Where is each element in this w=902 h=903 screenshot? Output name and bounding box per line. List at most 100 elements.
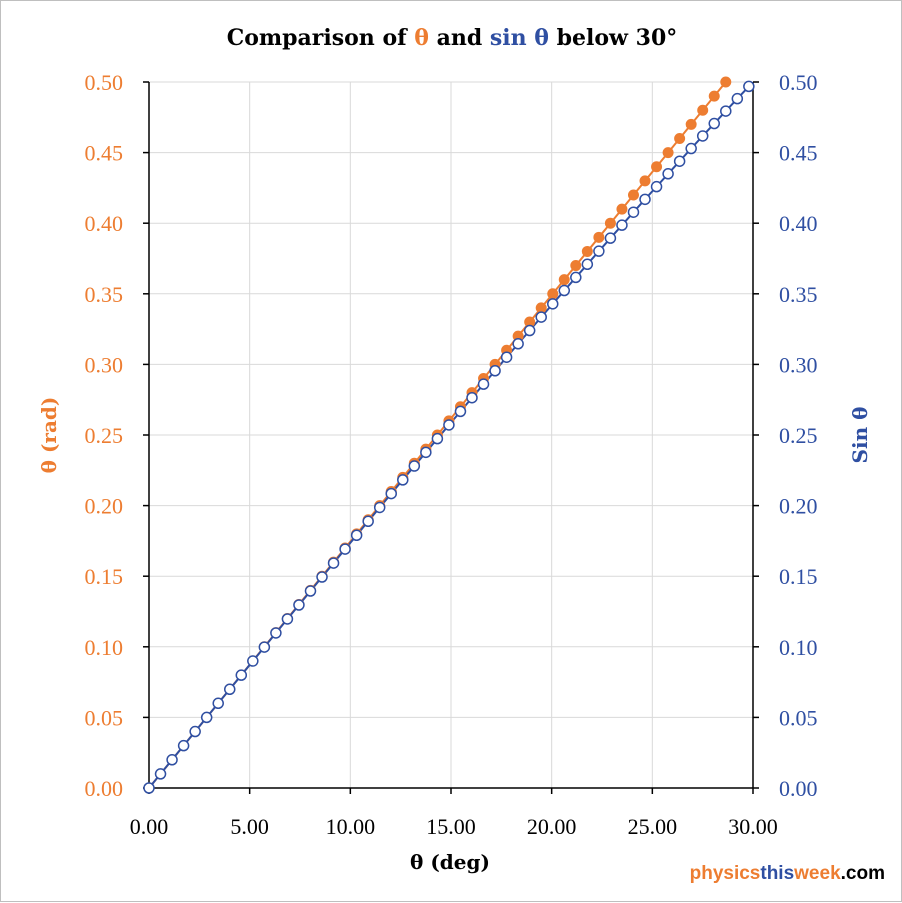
watermark-this: this: [760, 863, 794, 884]
data-point-sin: [397, 474, 409, 486]
data-point-theta: [662, 147, 674, 159]
data-point-sin: [443, 419, 455, 431]
data-point-sin: [154, 768, 167, 780]
data-point-sin: [720, 105, 732, 117]
data-point-theta: [697, 104, 709, 116]
watermark-dotcom: .com: [841, 863, 885, 884]
data-point-sin: [224, 683, 236, 696]
data-point-sin: [696, 130, 709, 142]
data-point-sin: [385, 487, 397, 500]
data-point-sin: [235, 669, 248, 681]
data-point-theta: [593, 231, 605, 243]
data-point-sin: [627, 206, 640, 218]
data-point-sin: [420, 446, 432, 459]
data-point-sin: [500, 351, 513, 363]
data-point-sin: [685, 142, 697, 155]
watermark-physics: physics: [690, 863, 761, 884]
data-point-sin: [247, 655, 259, 667]
y-left-tick-label: 0.45: [85, 141, 124, 166]
x-tick-label: 5.00: [230, 814, 269, 839]
x-tick-label: 10.00: [326, 814, 376, 839]
y-right-tick-label: 0.00: [779, 776, 818, 801]
y-right-tick-label: 0.30: [779, 352, 818, 377]
data-point-sin: [512, 338, 524, 350]
grid-lines: [148, 81, 754, 789]
data-point-sin: [570, 271, 582, 284]
data-point-sin: [316, 571, 328, 583]
y-left-tick-label: 0.50: [85, 70, 124, 95]
data-point-theta: [558, 274, 570, 286]
data-point-sin: [673, 155, 686, 167]
axes: [143, 81, 759, 794]
title-part-sin: sin θ: [490, 25, 549, 51]
data-point-sin: [523, 324, 536, 337]
data-point-sin: [593, 245, 605, 257]
chart-title: Comparison of θ and sin θ below 30°: [227, 25, 678, 51]
watermark: physicsthisweek.com: [690, 863, 885, 884]
y-right-tick-label: 0.40: [779, 211, 818, 236]
x-axis-label: θ (deg): [410, 850, 490, 874]
data-point-theta: [604, 217, 616, 229]
series-group: [143, 76, 755, 794]
y-right-tick-label: 0.35: [779, 282, 818, 307]
data-point-sin: [581, 258, 594, 271]
data-point-sin: [166, 754, 178, 766]
title-part-5: below 30°: [549, 25, 677, 51]
data-point-sin: [662, 168, 674, 180]
y-axis-right-label: Sin θ: [848, 407, 872, 464]
title-part-3: and: [429, 25, 490, 51]
data-point-theta: [570, 260, 582, 272]
data-point-theta: [547, 288, 559, 300]
y-left-tick-label: 0.20: [85, 494, 124, 519]
data-point-theta: [720, 76, 732, 88]
data-point-sin: [408, 460, 421, 472]
data-point-sin: [189, 725, 201, 738]
data-point-sin: [200, 711, 213, 724]
data-point-sin: [616, 219, 628, 231]
data-point-sin: [604, 232, 617, 244]
data-point-sin: [489, 365, 501, 377]
data-point-sin: [143, 782, 155, 794]
data-point-sin: [373, 501, 386, 514]
data-point-sin: [293, 599, 305, 611]
data-point-sin: [270, 627, 282, 639]
data-point-sin: [708, 117, 720, 130]
data-point-sin: [650, 180, 663, 193]
data-point-theta: [685, 118, 697, 130]
y-left-tick-label: 0.15: [85, 564, 124, 589]
data-point-sin: [558, 284, 571, 297]
data-point-sin: [177, 739, 190, 752]
data-point-sin: [535, 311, 547, 323]
y-right-tick-label: 0.15: [779, 564, 818, 589]
data-point-theta: [651, 161, 663, 173]
y-right-tick-label: 0.05: [779, 705, 818, 730]
data-point-sin: [431, 432, 444, 445]
y-right-tick-label: 0.25: [779, 423, 818, 448]
data-point-sin: [547, 298, 559, 310]
data-point-sin: [454, 405, 467, 418]
data-point-sin: [731, 92, 744, 105]
y-right-tick-label: 0.20: [779, 494, 818, 519]
data-point-theta: [674, 132, 686, 144]
data-point-sin: [350, 529, 363, 541]
watermark-week: week: [793, 863, 841, 884]
data-point-sin: [281, 613, 294, 625]
data-point-theta: [708, 90, 720, 102]
y-right-tick-label: 0.50: [779, 70, 818, 95]
data-point-sin: [339, 543, 351, 555]
y-left-tick-label: 0.00: [85, 776, 124, 801]
y-axis-left-label: θ (rad): [37, 397, 61, 474]
y-left-tick-label: 0.05: [85, 705, 124, 730]
y-left-tick-label: 0.25: [85, 423, 124, 448]
y-left-tick-label: 0.35: [85, 282, 124, 307]
data-point-theta: [616, 203, 628, 215]
x-tick-label: 20.00: [527, 814, 577, 839]
data-point-sin: [327, 557, 340, 569]
y-right-tick-label: 0.45: [779, 141, 818, 166]
data-point-theta: [581, 245, 593, 257]
x-tick-label: 0.00: [130, 814, 169, 839]
data-point-sin: [743, 80, 755, 93]
data-point-theta: [639, 175, 651, 187]
